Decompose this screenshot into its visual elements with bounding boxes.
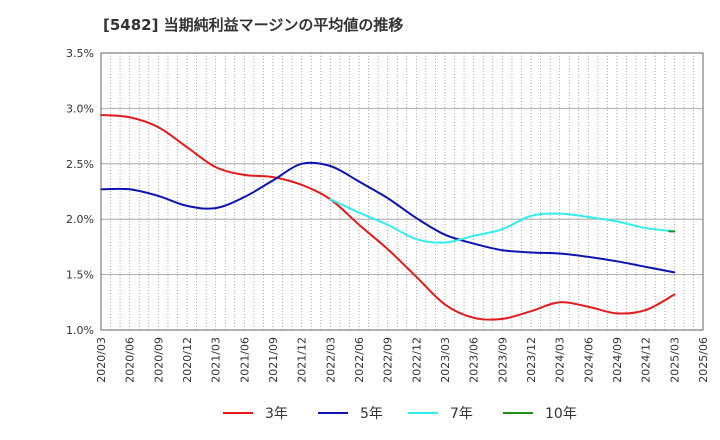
plot-background [101,53,703,330]
y-tick-label: 3.5% [66,47,94,60]
y-tick-label: 2.5% [66,158,94,171]
y-tick-label: 2.0% [66,213,94,226]
x-tick-label: 2023/09 [496,337,509,383]
x-tick-label: 2021/09 [267,337,280,383]
x-tick-label: 2020/03 [95,337,108,383]
x-tick-label: 2020/06 [124,337,137,383]
legend: 3年 5年 7年 10年 [223,406,577,422]
series-line-3 [329,198,676,244]
x-tick-label: 2022/03 [324,337,337,383]
legend-label: 7年 [450,406,473,422]
x-tick-label: 2021/06 [238,337,251,383]
x-tick-label: 2020/12 [181,337,194,383]
chart-title: [5482] 当期純利益マージンの平均値の推移 [103,16,404,34]
x-tick-label: 2025/06 [697,337,710,383]
x-tick-label: 2024/09 [611,337,624,383]
series-line-1 [100,114,676,321]
axes: 1.0% 1.5% 2.0% 2.5% 3.0% 3.5% 2020/03 2020/06 20… [66,47,710,383]
y-tick-label: 1.0% [66,324,94,337]
x-tick-label: 2023/03 [439,337,452,383]
legend-label: 3年 [265,406,288,422]
x-tick-label: 2021/03 [210,337,223,383]
legend-label: 10年 [545,406,577,422]
plot-border [100,52,704,331]
x-tick-label: 2020/09 [152,337,165,383]
y-tick-label: 1.5% [66,269,94,282]
y-tick-label: 3.0% [66,102,94,115]
x-tick-label: 2024/06 [582,337,595,383]
x-tick-label: 2023/06 [468,337,481,383]
x-tick-label: 2024/12 [640,337,653,383]
x-tick-label: 2022/12 [410,337,423,383]
x-tick-label: 2022/09 [382,337,395,383]
series-lines [100,114,676,321]
x-tick-label: 2025/03 [668,337,681,383]
x-tick-label: 2021/12 [296,337,309,383]
legend-label: 5年 [360,406,383,422]
x-tick-label: 2022/06 [353,337,366,383]
x-tick-label: 2024/03 [554,337,567,383]
x-tick-label: 2023/12 [525,337,538,383]
series-line-2 [100,161,676,274]
